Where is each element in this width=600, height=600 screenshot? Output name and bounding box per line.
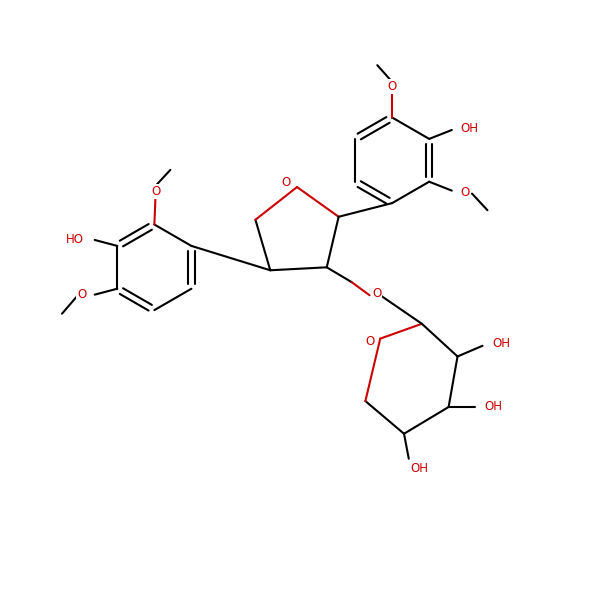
Text: HO: HO <box>66 233 84 247</box>
Text: O: O <box>77 288 86 301</box>
Text: OH: OH <box>484 401 502 413</box>
Text: OH: OH <box>460 122 478 135</box>
Text: O: O <box>388 80 397 93</box>
Text: OH: OH <box>410 462 428 475</box>
Text: OH: OH <box>492 337 510 350</box>
Text: O: O <box>151 185 160 198</box>
Text: O: O <box>460 186 469 199</box>
Text: O: O <box>372 287 382 300</box>
Text: O: O <box>365 335 375 348</box>
Text: O: O <box>282 176 291 189</box>
